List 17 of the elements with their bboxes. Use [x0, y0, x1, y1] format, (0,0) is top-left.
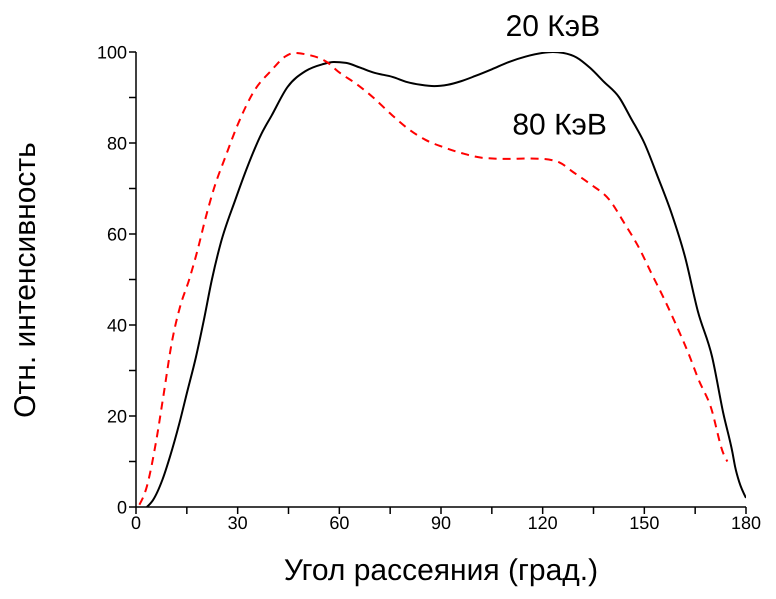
series-label: 80 КэВ — [512, 108, 607, 142]
x-tick-label: 150 — [629, 512, 660, 533]
x-tick-label: 30 — [228, 512, 248, 533]
x-tick-label: 120 — [528, 512, 558, 533]
y-tick-label: 100 — [96, 42, 127, 62]
y-tick-label: 0 — [116, 497, 127, 518]
x-tick-label: 90 — [430, 512, 452, 533]
series-label: 20 КэВ — [506, 10, 600, 43]
x-axis-title: Угол рассеяния (град.) — [282, 553, 600, 589]
x-tick-label: 180 — [730, 512, 762, 533]
x-tick-label: 0 — [130, 512, 142, 533]
y-tick-label: 80 — [106, 133, 127, 154]
y-tick-label: 20 — [106, 406, 127, 426]
x-tick-label: 60 — [329, 512, 350, 533]
y-axis-title: Отн. интенсивность — [8, 141, 43, 420]
y-tick-label: 60 — [106, 224, 127, 244]
y-tick-label: 40 — [106, 315, 127, 336]
